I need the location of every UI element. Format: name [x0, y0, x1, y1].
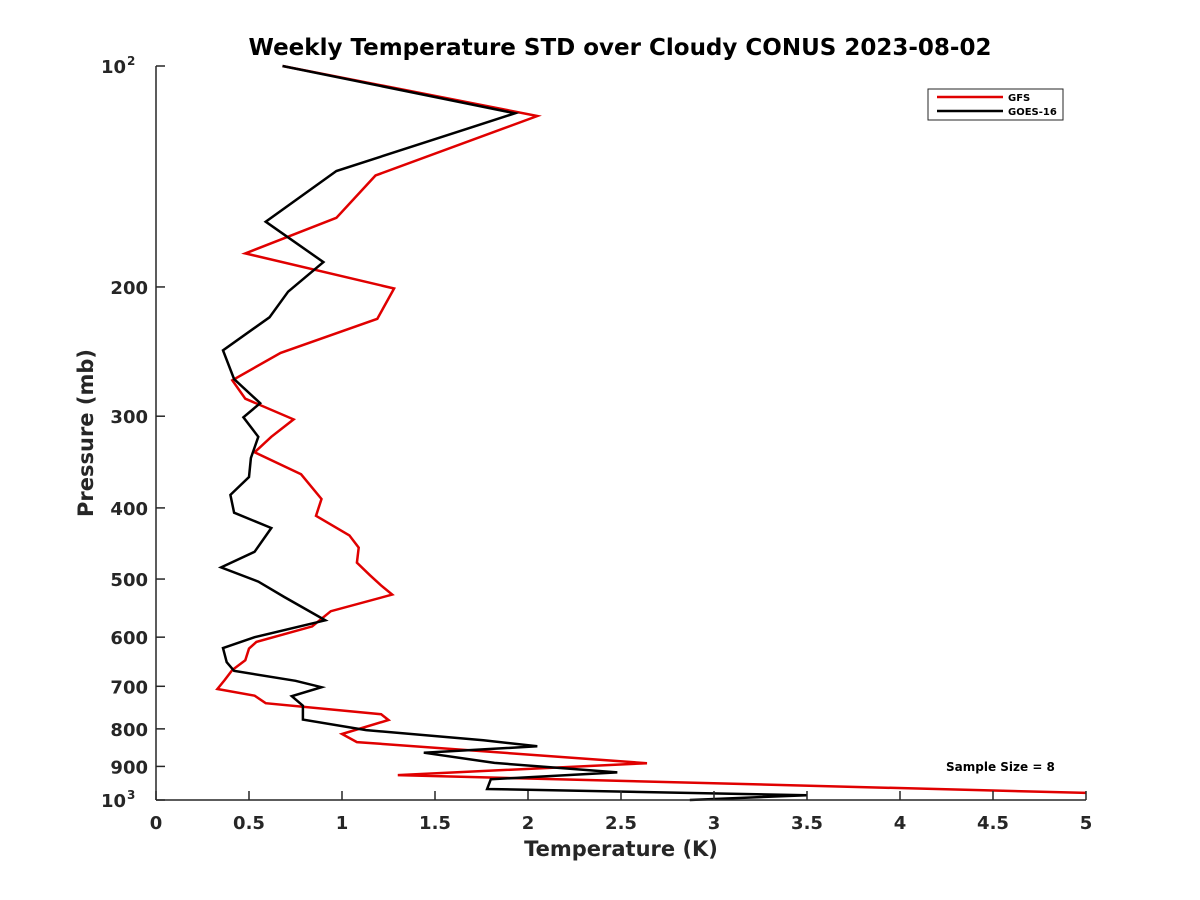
x-tick-label: 0.5 — [233, 813, 265, 834]
x-tick-label: 0 — [150, 813, 163, 834]
y-tick-label: 700 — [110, 677, 148, 698]
x-tick-label: 5 — [1080, 813, 1093, 834]
x-tick-label: 2.5 — [605, 813, 637, 834]
x-ticks: 0 0.5 1 1.5 2 2.5 3 3.5 4 4.5 5 — [150, 791, 1093, 834]
x-tick-label: 2 — [522, 813, 535, 834]
chart-title: Weekly Temperature STD over Cloudy CONUS… — [249, 35, 992, 61]
y-tick-label: 900 — [110, 757, 148, 778]
y-tick-label: 500 — [110, 570, 148, 591]
series-line-gfs — [215, 64, 1087, 795]
legend-label-goes16: GOES-16 — [1008, 107, 1057, 118]
sample-size-annotation: Sample Size = 8 — [946, 760, 1055, 774]
y-tick-label: 400 — [110, 499, 148, 520]
y-tick-label-exponent: 2 — [127, 54, 135, 68]
y-axis-label: Pressure (mb) — [74, 349, 98, 517]
y-tick-label: 300 — [110, 407, 148, 428]
x-tick-label: 3.5 — [791, 813, 823, 834]
y-tick-label: 10 — [101, 791, 126, 812]
x-tick-label: 1 — [336, 813, 349, 834]
y-tick-label: 800 — [110, 720, 148, 741]
x-tick-label: 4 — [894, 813, 907, 834]
legend-box — [927, 88, 1064, 121]
legend-label-gfs: GFS — [1008, 93, 1030, 104]
x-tick-label: 1.5 — [419, 813, 451, 834]
x-tick-label: 3 — [708, 813, 721, 834]
y-tick-label-exponent: 3 — [127, 788, 135, 802]
y-tick-label: 10 — [101, 57, 126, 78]
x-tick-label: 4.5 — [977, 813, 1009, 834]
y-tick-label: 600 — [110, 628, 148, 649]
y-tick-label: 200 — [110, 278, 148, 299]
series-line-goes16 — [217, 64, 808, 802]
legend: GFS GOES-16 — [927, 88, 1064, 121]
x-axis-label: Temperature (K) — [524, 837, 718, 861]
series-group — [215, 64, 1087, 802]
